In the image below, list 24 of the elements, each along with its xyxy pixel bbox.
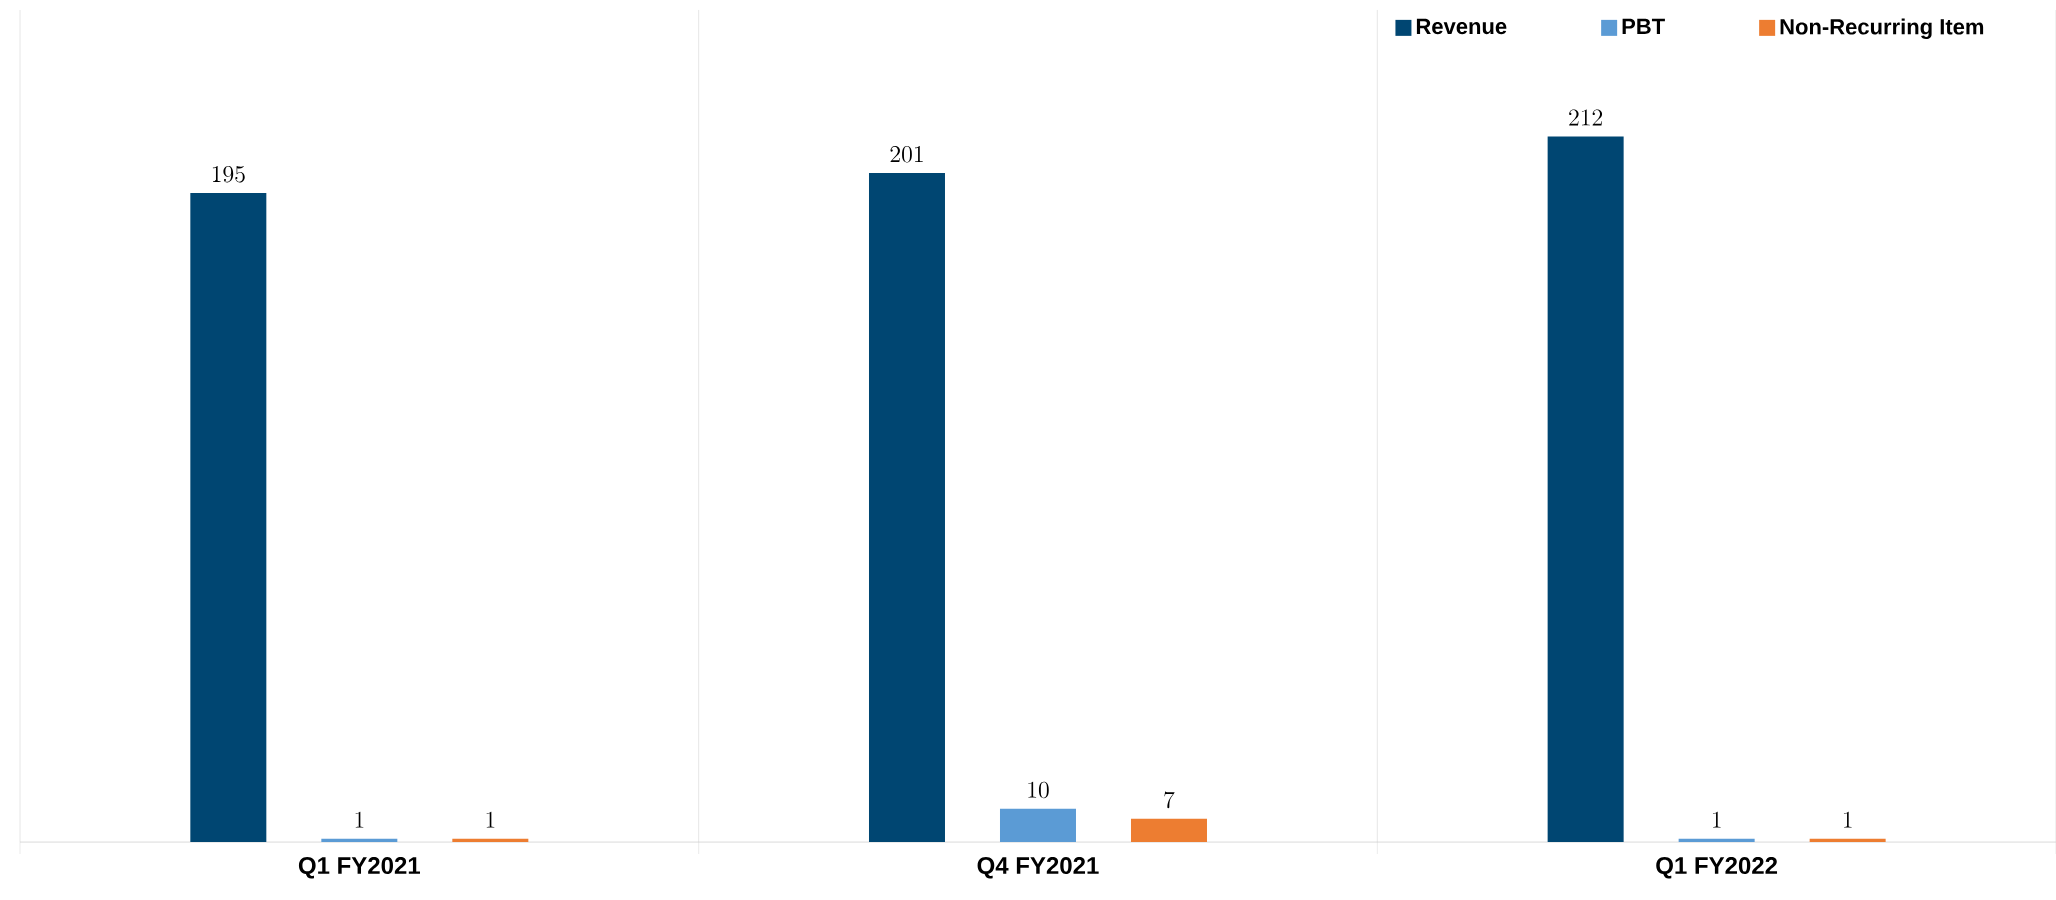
- bar: [1130, 818, 1207, 842]
- data-label: 1: [1712, 811, 1721, 828]
- bar: [452, 838, 529, 842]
- data-label: 1: [355, 811, 364, 828]
- bar: [321, 838, 398, 842]
- bar: [1678, 838, 1755, 842]
- bar: [868, 173, 945, 842]
- x-tick-label: Q4 FY2021: [977, 857, 1099, 879]
- legend-label: PBT: [1622, 18, 1665, 34]
- data-label: 212: [1569, 109, 1603, 126]
- legend-label: Revenue: [1416, 18, 1507, 35]
- data-label: 10: [1028, 781, 1049, 799]
- bar: [190, 193, 267, 842]
- data-label: 201: [890, 146, 923, 163]
- data-label: 195: [212, 166, 245, 183]
- x-tick-label: Q1 FY2022: [1656, 857, 1778, 879]
- bar: [1809, 838, 1886, 842]
- data-label: 1: [486, 811, 495, 828]
- bar: [999, 808, 1076, 842]
- data-label: 7: [1164, 791, 1175, 809]
- legend-label: Non-Recurring Item: [1780, 18, 1984, 40]
- x-tick-label: Q1 FY2021: [298, 857, 420, 879]
- data-label: 1: [1843, 811, 1852, 828]
- bar: [1547, 136, 1624, 842]
